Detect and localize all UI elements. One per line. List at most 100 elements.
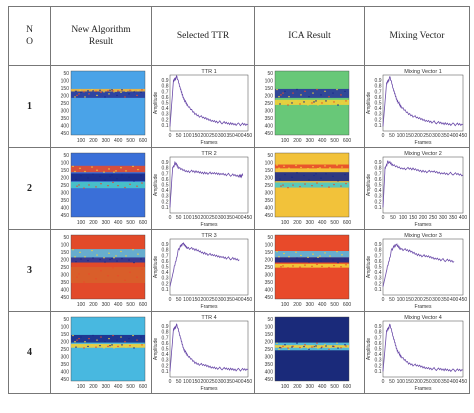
heatmap-speckle — [325, 257, 327, 259]
y-tick-label: 0.4 — [162, 188, 169, 194]
heatmap-speckle — [295, 251, 297, 253]
ttr-plot-2: TTR 2 0.10.20.30.40.50.60.70.80.9 0 50 100 15… — [153, 151, 252, 228]
heatmap-speckle — [308, 260, 310, 263]
y-axis-label: Amplitude — [153, 173, 159, 195]
heatmap-speckle — [284, 257, 286, 260]
y-tick-label: 0.5 — [162, 346, 169, 352]
heatmap-speckle — [280, 185, 282, 187]
heatmap-speckle — [121, 343, 123, 345]
heatmap-speckle — [141, 181, 143, 184]
heatmap-speckle — [315, 257, 317, 259]
heatmap-speckle — [317, 256, 319, 258]
y-tick-label: 0.1 — [162, 368, 169, 374]
heatmap-speckle — [103, 90, 105, 92]
heatmap-speckle — [92, 256, 94, 259]
heatmap-speckle — [80, 174, 82, 176]
header-no: N O — [8, 6, 51, 66]
y-tick-label: 0.3 — [375, 111, 382, 117]
heatmap-speckle — [136, 185, 138, 187]
heatmap-speckle — [313, 174, 315, 176]
y-tick-label: 0.1 — [162, 204, 169, 210]
heatmap-speckle — [132, 248, 134, 250]
heatmap-speckle — [120, 250, 122, 252]
heatmap-speckle — [332, 175, 334, 177]
y-tick-label: 0.6 — [162, 94, 169, 100]
heatmap-speckle — [91, 343, 93, 345]
y-tick-label: 0.5 — [375, 264, 382, 270]
heatmap-band — [71, 88, 145, 91]
y-tick-label: 450 — [61, 213, 70, 219]
heatmap-speckle — [288, 167, 290, 169]
y-tick-label: 0.2 — [162, 281, 169, 287]
y-tick-label: 0.7 — [375, 171, 382, 177]
heatmap-speckle — [333, 100, 335, 103]
new-algorithm-cell: 50 100 150 200 250 300 350 400 450 100 200 300 400 50… — [50, 311, 152, 394]
heatmap-speckle — [99, 344, 101, 346]
y-tick-label: 150 — [61, 86, 70, 92]
heatmap-speckle — [284, 343, 286, 345]
plot-frame — [382, 74, 464, 131]
y-tick-label: 0.5 — [162, 264, 169, 270]
heatmap-speckle — [115, 346, 117, 348]
heatmap-speckle — [282, 345, 284, 347]
x-tick-label: 200 — [200, 215, 209, 221]
heatmap-speckle — [87, 89, 89, 91]
heatmap-speckle — [115, 90, 117, 92]
x-tick-label: 600 — [139, 138, 148, 144]
x-axis-label: Frames — [201, 222, 218, 228]
heatmap-speckle — [103, 346, 105, 349]
heatmap-speckle — [282, 92, 284, 94]
heatmap-speckle — [340, 265, 342, 267]
y-axis-label: Amplitude — [153, 91, 159, 113]
y-tick-label: 0.2 — [162, 363, 169, 369]
x-tick-label: 450 — [459, 297, 468, 303]
x-axis-label: Frames — [201, 304, 218, 310]
heatmap-speckle — [341, 165, 343, 168]
y-tick-label: 0.1 — [375, 122, 382, 128]
x-tick-label: 350 — [226, 133, 235, 139]
heatmap-speckle — [292, 92, 294, 94]
heatmap-speckle — [316, 181, 318, 184]
heatmap-speckle — [328, 95, 330, 97]
x-tick-label: 200 — [89, 302, 98, 308]
heatmap-speckle — [124, 186, 126, 188]
heatmap-speckle — [312, 253, 314, 255]
heatmap-speckle — [112, 334, 114, 336]
heatmap-speckle — [311, 184, 313, 186]
heatmap-speckle — [132, 165, 134, 167]
x-tick-label: 150 — [192, 133, 201, 139]
y-tick-label: 400 — [265, 287, 274, 293]
heatmap-speckle — [116, 339, 118, 341]
x-tick-label: 300 — [102, 138, 111, 144]
heatmap-speckle — [344, 343, 346, 345]
heatmap-speckle — [88, 92, 90, 94]
y-tick-label: 200 — [265, 175, 274, 181]
x-axis-label: Frames — [201, 140, 218, 146]
heatmap-speckle — [76, 94, 78, 96]
header-new-algorithm: New Algorithm Result — [50, 6, 152, 66]
heatmap-background — [70, 316, 146, 381]
heatmap-speckle — [303, 345, 305, 347]
heatmap-speckle — [311, 345, 313, 348]
heatmap-speckle — [96, 339, 98, 341]
y-tick-label: 0.9 — [375, 242, 382, 248]
heatmap-speckle — [300, 93, 302, 95]
y-tick-label: 350 — [61, 116, 70, 122]
heatmap-speckle — [296, 342, 298, 344]
heatmap-speckle — [133, 90, 135, 92]
heatmap-speckle — [125, 169, 127, 171]
result-row-3: 3 50 100 150 200 250 300 350 400 450 100 200 300 400 5… — [8, 229, 470, 312]
y-tick-label: 0.5 — [162, 182, 169, 188]
y-tick-label: 50 — [267, 71, 273, 77]
series-line — [382, 160, 464, 207]
x-tick-label: 300 — [306, 302, 315, 308]
heatmap-speckle — [341, 345, 343, 348]
x-tick-label: 300 — [102, 384, 111, 390]
heatmap-speckle — [136, 276, 138, 278]
heatmap-speckle — [117, 345, 119, 347]
x-tick-label: 200 — [419, 215, 428, 221]
x-tick-label: 350 — [441, 379, 450, 385]
y-tick-label: 200 — [61, 175, 70, 181]
x-tick-label: 400 — [318, 302, 327, 308]
y-tick-label: 200 — [61, 339, 70, 345]
